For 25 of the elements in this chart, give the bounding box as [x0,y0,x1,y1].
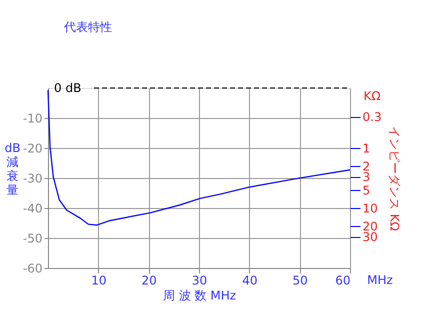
x-tick-label: 20 [142,274,157,288]
y-tick-label: -40 [22,202,42,216]
y2-axis-title: インピーダンス KΩ [388,126,402,231]
y-tick-label: -30 [22,172,42,186]
y-tick-label: -20 [22,142,42,156]
y-tick-label: -10 [22,112,42,126]
y-tick-label: -60 [22,262,42,276]
ref-line-label: 0 dB [54,81,82,95]
text: KΩ [363,89,381,103]
x-tick-label: 50 [292,274,308,288]
x-tick-label: 60 [335,274,350,288]
y2-tick-label: 30 [362,230,378,244]
x-axis-title: 周 波 数 MHz [162,288,236,302]
x-tick-label: 40 [242,274,258,288]
y2-tick-label: 1 [362,142,370,156]
text: MHz [367,273,393,287]
chart-title: 代表特性 [63,20,112,34]
x-tick-label: 10 [91,274,106,288]
y-tick-label: -50 [22,232,42,246]
y2-tick-label: 3 [362,170,370,184]
y2-tick-label: 0.3 [362,110,382,124]
y2-tick-label: 5 [362,183,370,198]
y-axis-title: dB 減衰量 [4,140,20,197]
y2-tick-label: 10 [362,202,378,216]
x-tick-label: 30 [192,274,208,288]
